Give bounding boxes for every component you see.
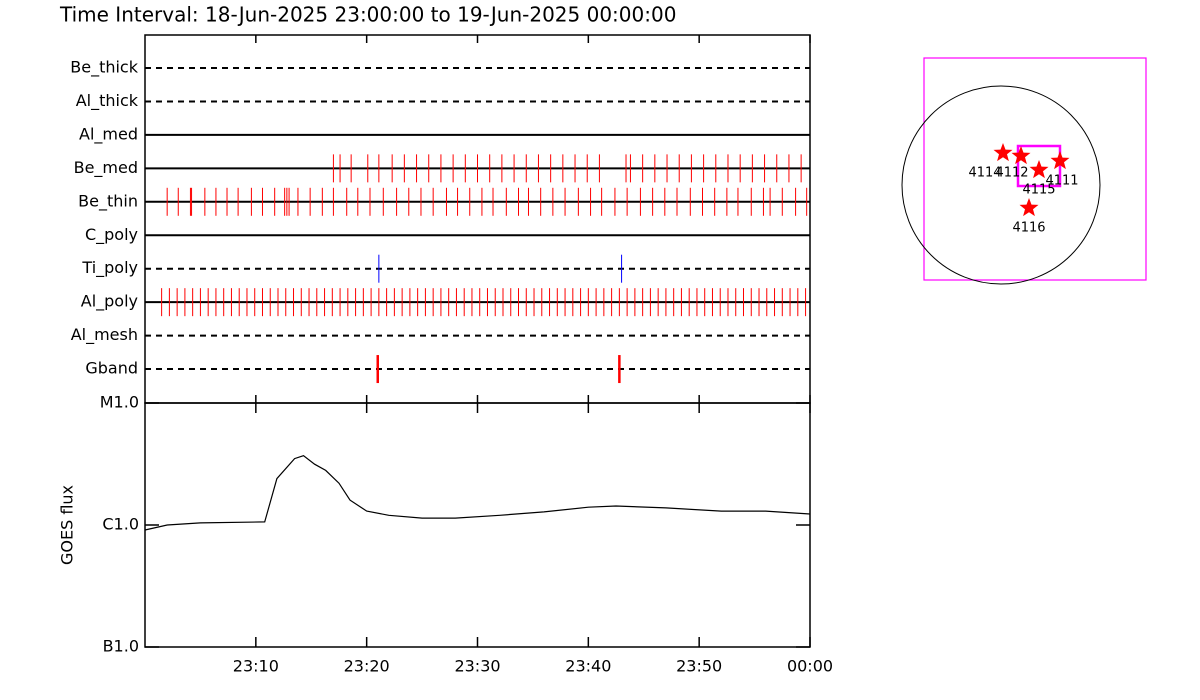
xrt-fov [1016, 144, 1062, 188]
region-label: 4111 [1045, 174, 1078, 189]
chart-title: Time Interval: 18-Jun-2025 23:00:00 to 1… [59, 3, 676, 27]
panel-frame [144, 402, 811, 648]
y-tick-label: M1.0 [100, 393, 139, 412]
channel-label: Al_thick [76, 91, 139, 111]
region-label: 4116 [1012, 221, 1045, 236]
x-tick-label: 00:00 [787, 657, 833, 676]
channel-label: Be_thin [78, 191, 138, 211]
region-label: 4112 [995, 166, 1028, 181]
channel-label: Al_med [79, 124, 138, 144]
y-axis-title: GOES flux [58, 485, 77, 565]
region-label: 4115 [1022, 183, 1055, 198]
x-tick-label: 23:20 [344, 657, 390, 676]
channel-label: C_poly [85, 225, 138, 245]
x-tick-label: 23:30 [454, 657, 500, 676]
region-star [1019, 198, 1039, 217]
channel-label: Be_med [74, 158, 138, 178]
field-of-view [923, 57, 1147, 281]
region-star [1050, 151, 1070, 170]
y-tick-label: B1.0 [103, 637, 139, 656]
x-tick-label: 23:10 [233, 657, 279, 676]
x-tick-label: 23:50 [676, 657, 722, 676]
channel-label: Be_thick [70, 58, 138, 78]
channel-label: Ti_poly [81, 258, 138, 278]
solar-limb [901, 85, 1101, 285]
region-star [1011, 146, 1031, 165]
panel-frame [144, 34, 811, 404]
region-star [1029, 160, 1049, 179]
region-star [993, 143, 1013, 162]
channel-label: Al_mesh [71, 325, 138, 345]
y-tick-label: C1.0 [102, 515, 139, 534]
channel-label: Gband [85, 359, 138, 378]
x-tick-label: 23:40 [565, 657, 611, 676]
channel-label: Al_poly [81, 292, 138, 312]
region-label: 4114 [968, 166, 1001, 181]
goes-curve [144, 455, 811, 531]
